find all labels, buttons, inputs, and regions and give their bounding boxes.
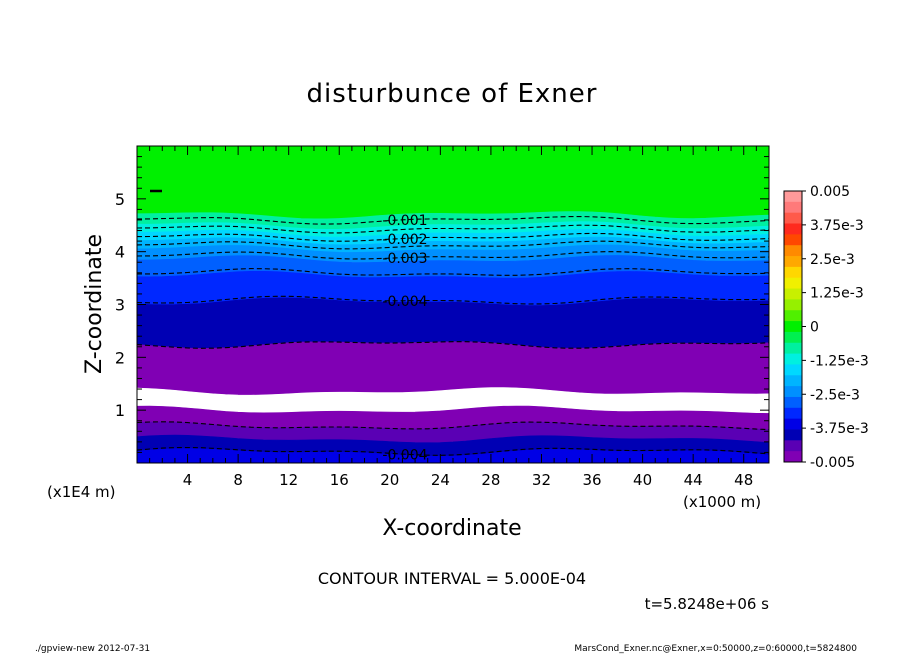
y-axis-label: Z-coordinate xyxy=(82,234,107,374)
x-axis-label: X-coordinate xyxy=(382,516,521,541)
color-bar-swatch xyxy=(784,396,802,409)
x-tick-label: 28 xyxy=(481,471,500,489)
footer-right-text: MarsCond_Exner.nc@Exner,x=0:50000,z=0:60… xyxy=(574,644,857,654)
color-bar-swatch xyxy=(784,245,802,257)
contour-line xyxy=(137,421,769,431)
color-bar-label: -0.005 xyxy=(810,455,855,471)
color-bar-swatch xyxy=(784,440,802,452)
contour-label: -0.004 xyxy=(382,294,427,310)
color-bar-swatch xyxy=(784,331,802,344)
color-bar-label: -3.75e-3 xyxy=(810,421,869,437)
color-bar-label: 0.005 xyxy=(810,184,850,200)
color-bar-swatch xyxy=(784,223,802,235)
color-bar-swatch xyxy=(784,234,802,246)
contour-label: -0.001 xyxy=(382,213,427,229)
contour-line xyxy=(137,295,769,305)
contour-line xyxy=(137,240,769,250)
color-bar-swatch xyxy=(784,212,802,225)
color-bar: 0.005 3.75e-3 2.5e-3 1.25e-3 0 -1.25e-3 -2.5e-… xyxy=(783,184,869,471)
x-tick-label: 12 xyxy=(279,471,298,489)
x-tick-label: 16 xyxy=(330,471,349,489)
contour-band xyxy=(137,341,769,396)
x-tick-label: 44 xyxy=(684,471,703,489)
contour-line xyxy=(137,232,769,242)
contour-fill-group xyxy=(137,146,769,463)
x-unit-label: (x1000 m) xyxy=(683,493,761,511)
contour-line xyxy=(137,224,769,234)
color-bar-swatch xyxy=(784,299,802,311)
color-bar-label: -1.25e-3 xyxy=(810,353,869,369)
x-tick-label: 24 xyxy=(431,471,450,489)
contour-line xyxy=(137,215,769,225)
contour-label: -0.004 xyxy=(382,448,427,464)
color-bar-label: 3.75e-3 xyxy=(810,218,864,234)
color-bar-swatch xyxy=(784,191,802,203)
footer-left-text: ./gpview-new 2012-07-31 xyxy=(35,644,150,654)
y-tick-label: 5 xyxy=(115,190,125,209)
contour-line xyxy=(137,446,769,456)
contour-line xyxy=(137,251,769,260)
color-bar-label: 0 xyxy=(810,320,819,336)
y-tick-label: 4 xyxy=(115,243,125,262)
color-bar-swatch xyxy=(784,288,802,300)
color-bar-swatch xyxy=(784,407,802,420)
color-bar-swatch xyxy=(784,451,802,463)
y-tick-label: 1 xyxy=(115,401,125,420)
x-tick-label: 36 xyxy=(582,471,601,489)
y-tick-label: 2 xyxy=(115,348,125,367)
color-bar-label: -2.5e-3 xyxy=(810,387,860,403)
contour-band xyxy=(137,448,769,463)
contour-label: -0.002 xyxy=(382,232,427,248)
color-bar-swatch xyxy=(784,277,802,290)
x-tick-label: 4 xyxy=(183,471,193,489)
chart-title: disturbunce of Exner xyxy=(307,79,598,109)
contour-line xyxy=(137,341,769,349)
color-bar-swatch xyxy=(784,201,802,214)
color-bar-swatch xyxy=(784,342,802,355)
color-bar-swatch xyxy=(784,256,802,268)
x-tick-label: 8 xyxy=(233,471,243,489)
x-tick-label: 20 xyxy=(380,471,399,489)
color-bar-swatch xyxy=(784,418,802,430)
color-bar-swatch xyxy=(784,310,802,322)
contour-line xyxy=(137,268,769,276)
color-bar-swatch xyxy=(784,364,802,376)
color-bar-label: 2.5e-3 xyxy=(810,252,855,268)
y-unit-label: (x1E4 m) xyxy=(47,483,116,501)
y-tick-label: 3 xyxy=(115,296,125,315)
contour-interval-label: CONTOUR INTERVAL = 5.000E-04 xyxy=(318,569,586,588)
color-bar-swatch xyxy=(784,321,802,333)
x-tick-label: 48 xyxy=(734,471,753,489)
x-tick-label: 40 xyxy=(633,471,652,489)
contour-band xyxy=(137,297,769,349)
color-bar-swatch xyxy=(784,386,802,398)
color-bar-label: 1.25e-3 xyxy=(810,286,864,302)
time-label: t=5.8248e+06 s xyxy=(645,595,770,613)
x-tick-label: 32 xyxy=(532,471,551,489)
color-bar-swatch xyxy=(784,266,802,279)
color-bar-swatch xyxy=(784,375,802,387)
contour-label: -0.003 xyxy=(382,251,427,267)
color-bar-swatch xyxy=(784,429,802,441)
color-bar-swatch xyxy=(784,353,802,365)
